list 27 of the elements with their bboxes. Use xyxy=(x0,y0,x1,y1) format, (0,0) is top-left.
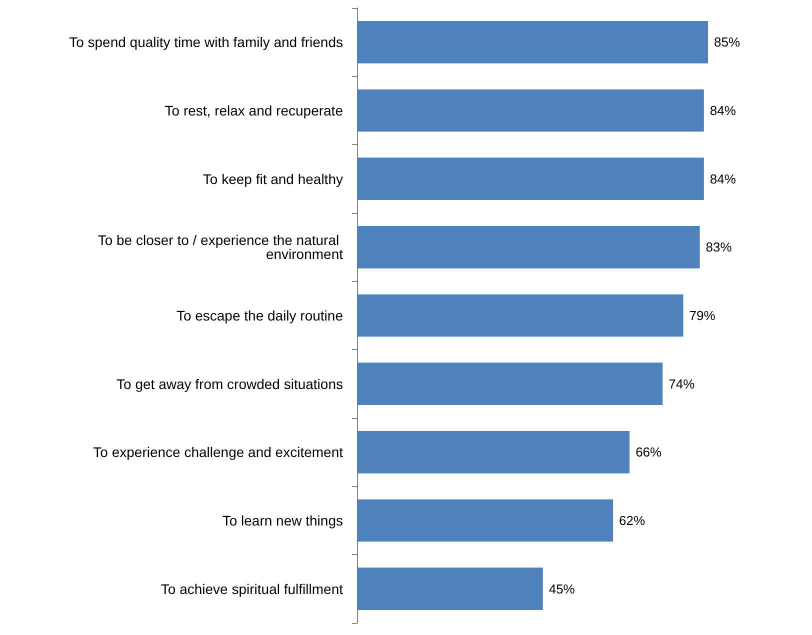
y-tick-label: To experience challenge and excitement xyxy=(93,444,344,460)
data-label: 84% xyxy=(710,171,736,186)
data-label: 84% xyxy=(710,103,736,118)
y-tick-label: To spend quality time with family and friends xyxy=(69,34,343,50)
y-tick-label: To be closer to / experience the natural environment xyxy=(98,232,344,262)
bar xyxy=(357,430,630,474)
data-label: 79% xyxy=(689,308,716,323)
y-tick-label: To escape the daily routine xyxy=(176,308,344,324)
bar xyxy=(357,89,704,132)
y-tick-label: To achieve spiritual fulfillment xyxy=(160,580,344,597)
y-tick-label: To learn new things xyxy=(222,512,343,528)
bar xyxy=(357,362,663,406)
bar xyxy=(357,568,543,610)
y-tick-label: To rest, relax and recuperate xyxy=(164,102,344,118)
bar xyxy=(357,226,700,268)
data-label: 62% xyxy=(619,513,646,528)
bar xyxy=(357,158,704,200)
y-tick-label: To keep fit and healthy xyxy=(202,170,343,187)
data-label: 66% xyxy=(636,444,662,460)
data-label: 45% xyxy=(548,581,576,596)
bar xyxy=(357,499,614,542)
y-tick-label: To get away from crowded situations xyxy=(116,376,343,392)
bar xyxy=(357,20,708,64)
data-label: 83% xyxy=(706,240,732,255)
data-label: 85% xyxy=(714,34,741,50)
bar xyxy=(357,294,684,337)
data-label: 74% xyxy=(668,376,696,392)
